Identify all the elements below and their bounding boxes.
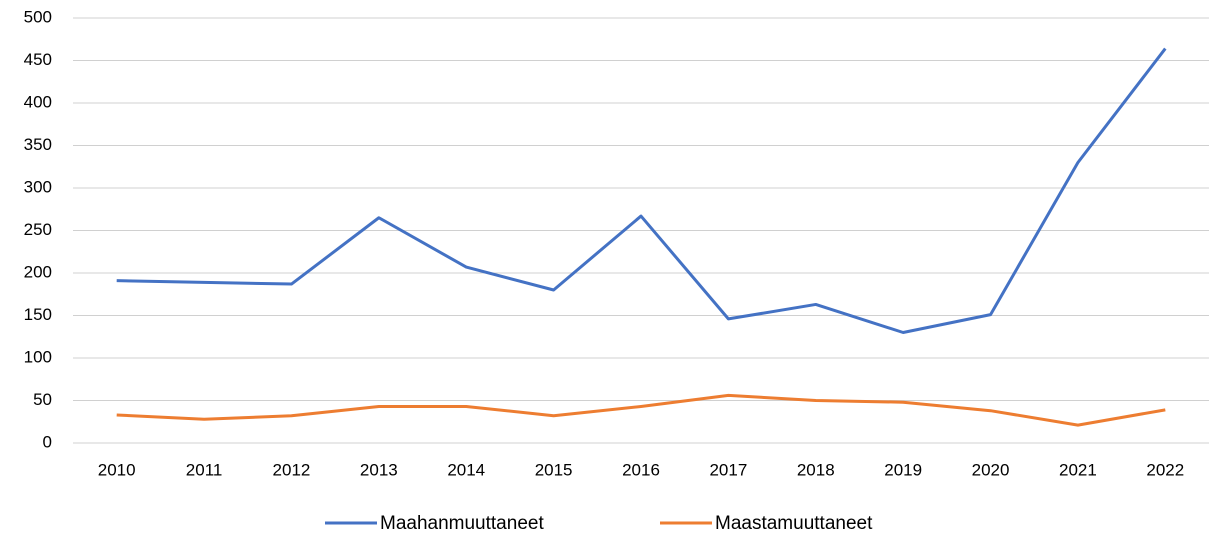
- line: [116, 47, 1167, 334]
- x-tick-label: 2014: [447, 460, 485, 479]
- legend: Maahanmuuttaneet Maastamuuttaneet: [325, 513, 873, 534]
- y-tick-label: 50: [33, 390, 52, 409]
- legend-label: Maahanmuuttaneet: [380, 513, 544, 534]
- x-tick-label: 2011: [186, 460, 223, 479]
- x-tick-label: 2013: [360, 460, 398, 479]
- x-tick-label: 2021: [1059, 460, 1097, 479]
- y-tick-label: 450: [24, 50, 52, 69]
- y-tick-label: 350: [24, 135, 52, 154]
- x-tick-label: 2015: [535, 460, 573, 479]
- y-tick-label: 100: [24, 347, 52, 366]
- y-tick-label: 400: [24, 92, 52, 111]
- x-tick-label: 2012: [273, 460, 311, 479]
- x-tick-label: 2010: [98, 460, 136, 479]
- x-tick-label: 2016: [622, 460, 660, 479]
- y-tick-label: 250: [24, 220, 52, 239]
- y-tick-label: 150: [24, 305, 52, 324]
- legend-label: Maastamuuttaneet: [715, 513, 873, 534]
- x-tick-label: 2022: [1146, 460, 1184, 479]
- line: [116, 393, 1166, 427]
- y-tick-label: 0: [43, 432, 52, 451]
- x-tick-label: 2020: [972, 460, 1010, 479]
- y-tick-label: 500: [24, 7, 52, 26]
- y-tick-label: 200: [24, 262, 52, 281]
- x-tick-label: 2019: [884, 460, 922, 479]
- y-tick-label: 300: [24, 177, 52, 196]
- x-tick-label: 2017: [709, 460, 747, 479]
- x-tick-label: 2018: [797, 460, 835, 479]
